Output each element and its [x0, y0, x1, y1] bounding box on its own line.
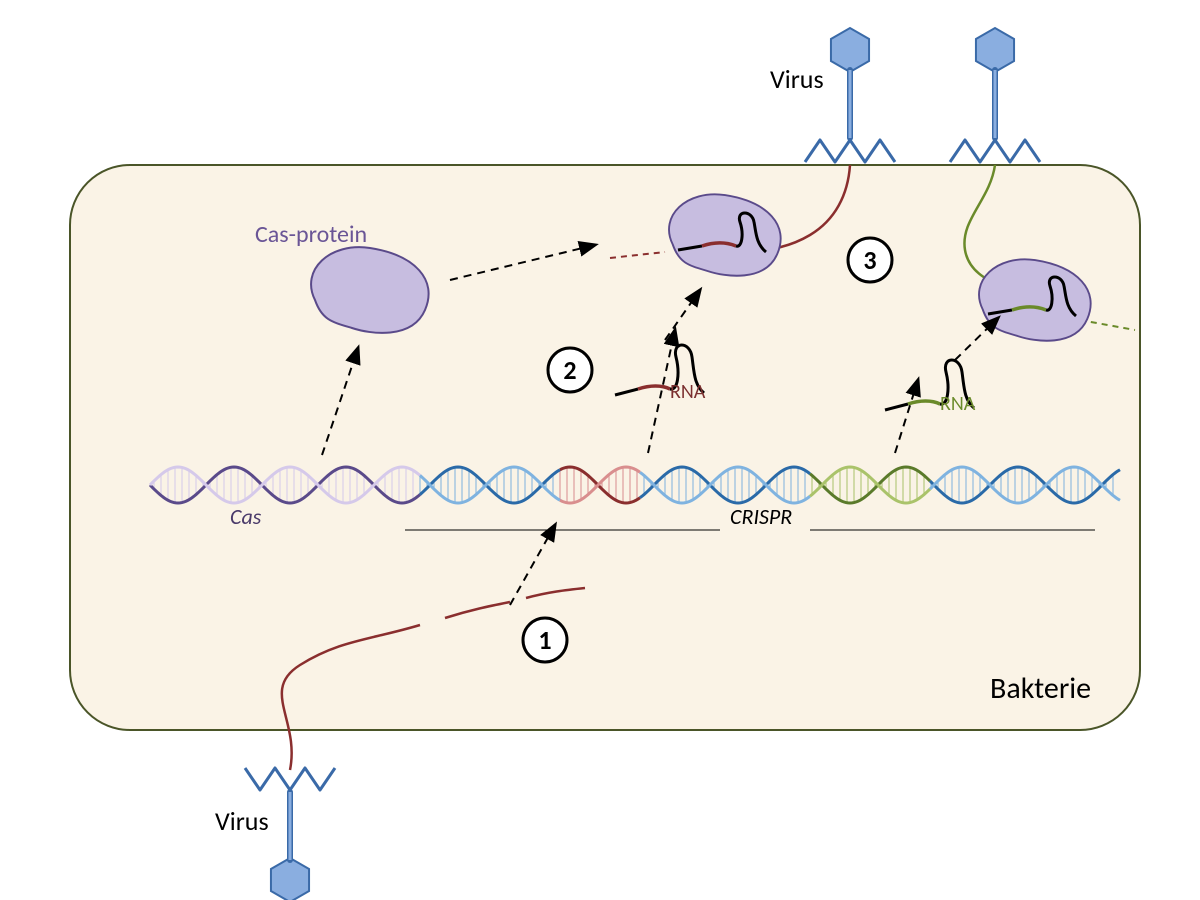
- bacterial-cell: [70, 165, 1140, 730]
- label-virus_top: Virus: [770, 63, 824, 95]
- label-bakterie: Bakterie: [990, 670, 1091, 707]
- label-cas_protein: Cas-protein: [255, 220, 367, 249]
- label-crispr: CRISPR: [730, 503, 792, 530]
- phage-icon: [950, 28, 1040, 162]
- phage-icon: [805, 28, 895, 162]
- label-virus_bottom: Virus: [215, 805, 269, 837]
- label-cas_gene: Cas: [230, 503, 262, 530]
- diagram-canvas: 1 2 3 Virus Virus Bakterie Cas-protein Cas CRISP…: [0, 0, 1200, 900]
- label-rna_green: RNA: [940, 392, 976, 416]
- step-number-3: 3: [863, 244, 876, 276]
- step-number-1: 1: [538, 624, 551, 656]
- label-rna_red: RNA: [670, 380, 706, 404]
- step-number-2: 2: [563, 354, 576, 386]
